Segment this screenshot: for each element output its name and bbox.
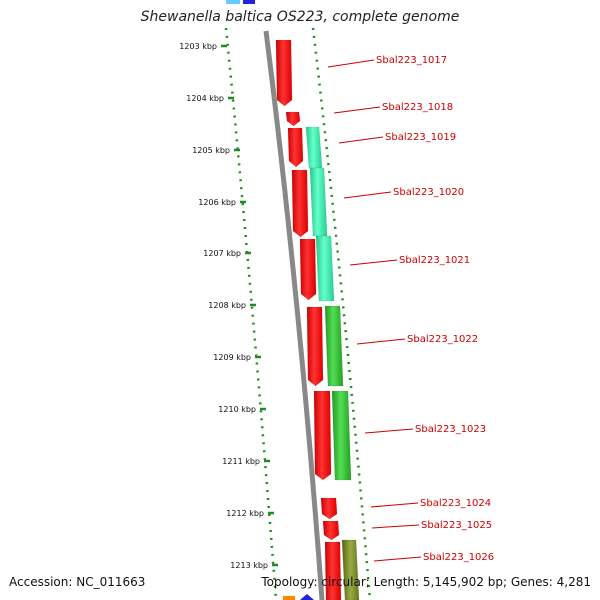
ruler-label: 1205 kbp (192, 146, 230, 155)
gene-leader-line (327, 59, 375, 68)
top-feature-cyan (226, 0, 240, 4)
gene-label[interactable]: Sbal223_1024 (420, 498, 491, 509)
bottom-feature-blue (300, 594, 314, 600)
ruler-label: 1209 kbp (213, 353, 251, 362)
gene-arrow-sbal223-1022 (306, 306, 324, 387)
ruler-dotted-arc (224, 27, 278, 600)
outer-dotted-arc (311, 27, 372, 600)
gene-arrow-sbal223-1018 (285, 111, 301, 127)
feature-olive-1 (341, 539, 360, 600)
gene-arrow-sbal223-1023 (313, 390, 332, 481)
gene-leader-line (370, 502, 419, 508)
gene-leader-line (364, 428, 414, 434)
gene-label[interactable]: Sbal223_1021 (399, 255, 470, 266)
feature-green-1 (324, 305, 344, 387)
gene-leader-line (338, 136, 384, 144)
ruler-label: 1203 kbp (179, 42, 217, 51)
gene-leader-line (333, 106, 381, 114)
ruler-label: 1210 kbp (218, 405, 256, 414)
gene-arrow-sbal223-1021 (299, 238, 317, 301)
map-title: Shewanella baltica OS223, complete genom… (140, 9, 460, 25)
gene-leader-line (349, 259, 398, 266)
genome-stats-text: Topology: circular; Length: 5,145,902 bp… (261, 575, 591, 589)
gene-label[interactable]: Sbal223_1023 (415, 424, 486, 435)
gene-label[interactable]: Sbal223_1019 (385, 132, 456, 143)
gene-arrow-sbal223-1025 (322, 520, 340, 541)
ruler-label: 1212 kbp (226, 509, 264, 518)
gene-label[interactable]: Sbal223_1018 (382, 102, 453, 113)
ruler-label: 1204 kbp (186, 94, 224, 103)
bottom-feature-orange (283, 596, 295, 600)
gene-leader-line (373, 556, 422, 562)
ruler-label: 1208 kbp (208, 301, 246, 310)
gene-arrow-sbal223-1019 (287, 127, 304, 168)
feature-cyan-3 (315, 235, 335, 302)
gene-arrow-sbal223-1024 (320, 497, 338, 520)
gene-leader-line (343, 191, 392, 199)
gene-label[interactable]: Sbal223_1017 (376, 55, 447, 66)
top-feature-blue (243, 0, 255, 4)
ruler-label: 1207 kbp (203, 249, 241, 258)
gene-leader-line (371, 524, 420, 529)
ruler-label: 1206 kbp (198, 198, 236, 207)
gene-leader-line (356, 338, 406, 345)
gene-label[interactable]: Sbal223_1022 (407, 334, 478, 345)
ruler-label: 1213 kbp (230, 561, 268, 570)
gene-arrow-sbal223-1017 (275, 39, 293, 107)
feature-green-2 (331, 390, 352, 481)
feature-cyan-1 (305, 126, 323, 169)
ruler-label: 1211 kbp (222, 457, 260, 466)
backbone-line (263, 30, 325, 600)
gene-arrow-sbal223-1026 (324, 541, 342, 600)
gene-label[interactable]: Sbal223_1025 (421, 520, 492, 531)
gene-label[interactable]: Sbal223_1020 (393, 187, 464, 198)
feature-cyan-2 (309, 167, 328, 237)
accession-text: Accession: NC_011663 (9, 575, 146, 589)
gene-label[interactable]: Sbal223_1026 (423, 552, 494, 563)
gene-arrow-sbal223-1020 (291, 169, 309, 238)
